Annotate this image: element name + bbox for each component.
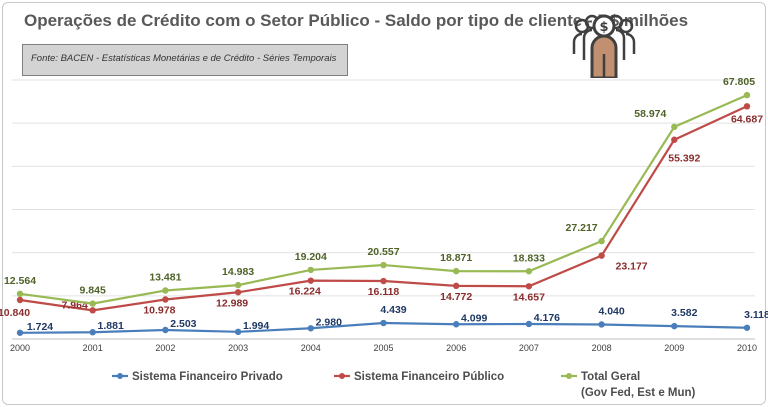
chart-title: Operações de Crédito com o Setor Público… <box>24 11 689 30</box>
data-point <box>162 287 169 294</box>
x-tick-label: 2006 <box>446 343 466 353</box>
data-point <box>453 267 460 275</box>
data-point <box>671 136 678 143</box>
data-label: 19.204 <box>295 251 327 263</box>
x-tick-label: 2009 <box>664 343 684 353</box>
data-point <box>380 277 387 285</box>
data-point <box>453 321 460 328</box>
x-tick-label: 2003 <box>228 343 248 353</box>
legend-label: Sistema Financeiro Privado <box>132 371 283 383</box>
data-label: 67.805 <box>723 76 755 88</box>
data-label: 1.724 <box>27 321 53 333</box>
legend-swatch-marker <box>339 373 345 379</box>
data-point <box>162 326 169 334</box>
data-point <box>162 296 169 303</box>
data-label: 3.118 <box>744 309 768 321</box>
data-label: 10.840 <box>0 307 30 319</box>
data-label: 18.833 <box>513 252 545 264</box>
data-label: 14.657 <box>513 291 545 303</box>
source-note: Fonte: BACEN - Estatísticas Monetárias e… <box>22 44 348 76</box>
x-tick-label: 2008 <box>592 343 612 353</box>
data-point <box>89 329 96 336</box>
data-point <box>598 237 605 245</box>
data-point <box>234 281 242 289</box>
data-label: 20.557 <box>367 246 399 258</box>
data-point <box>671 322 678 330</box>
legend-label-line2: (Gov Fed, Est e Mun) <box>581 387 696 399</box>
legend-swatch-marker <box>117 373 123 379</box>
data-label: 4.099 <box>461 312 487 324</box>
data-label: 13.481 <box>149 272 181 284</box>
data-label: 2.980 <box>316 316 342 328</box>
x-tick-label: 2004 <box>301 343 321 353</box>
data-point <box>525 268 533 275</box>
data-point <box>380 261 387 269</box>
data-label: 14.983 <box>222 266 254 278</box>
legend-swatch-marker <box>566 373 572 379</box>
data-label: 10.978 <box>143 305 175 317</box>
data-point <box>453 282 460 290</box>
data-point <box>671 123 678 131</box>
data-point <box>234 328 242 336</box>
data-label: 16.224 <box>289 286 321 298</box>
data-point <box>307 266 314 274</box>
data-point <box>16 296 24 304</box>
data-point <box>307 277 314 284</box>
data-point <box>16 290 24 298</box>
data-point <box>234 289 242 296</box>
data-label: 3.582 <box>671 307 697 319</box>
data-label: 55.392 <box>668 153 700 165</box>
data-point <box>743 91 751 99</box>
x-tick-label: 2010 <box>737 343 757 353</box>
data-label: 1.994 <box>243 320 269 332</box>
data-label: 16.118 <box>368 286 400 298</box>
data-point <box>743 103 751 110</box>
data-label: 4.176 <box>534 312 560 324</box>
data-label: 58.974 <box>634 108 666 120</box>
data-label: 4.439 <box>380 304 406 316</box>
people-money-icon: $ <box>572 14 636 78</box>
data-label: 4.040 <box>598 305 624 317</box>
data-point <box>380 319 387 327</box>
data-label: 27.217 <box>566 222 598 234</box>
data-point <box>743 324 751 331</box>
data-point <box>525 320 533 328</box>
data-point <box>307 325 314 332</box>
data-label: 64.687 <box>731 113 763 125</box>
data-label: 14.772 <box>440 291 472 303</box>
data-point <box>598 321 605 328</box>
data-label: 9.845 <box>80 285 106 297</box>
data-label: 23.177 <box>616 261 648 273</box>
legend-label: Total Geral <box>581 371 640 383</box>
data-point <box>89 307 96 314</box>
x-tick-label: 2007 <box>519 343 539 353</box>
data-label: 18.871 <box>440 252 472 264</box>
x-tick-label: 2001 <box>83 343 103 353</box>
legend-label: Sistema Financeiro Público <box>354 371 504 383</box>
data-label: 2.503 <box>170 318 196 330</box>
data-point <box>16 329 24 336</box>
data-point <box>89 300 96 307</box>
x-tick-label: 2000 <box>10 343 30 353</box>
data-label: 12.989 <box>216 297 248 309</box>
x-tick-label: 2005 <box>373 343 393 353</box>
data-label: 12.564 <box>4 275 36 287</box>
data-point <box>598 252 605 259</box>
data-point <box>525 283 533 290</box>
x-tick-label: 2002 <box>155 343 175 353</box>
data-label: 1.881 <box>98 320 124 332</box>
svg-text:$: $ <box>599 20 608 35</box>
